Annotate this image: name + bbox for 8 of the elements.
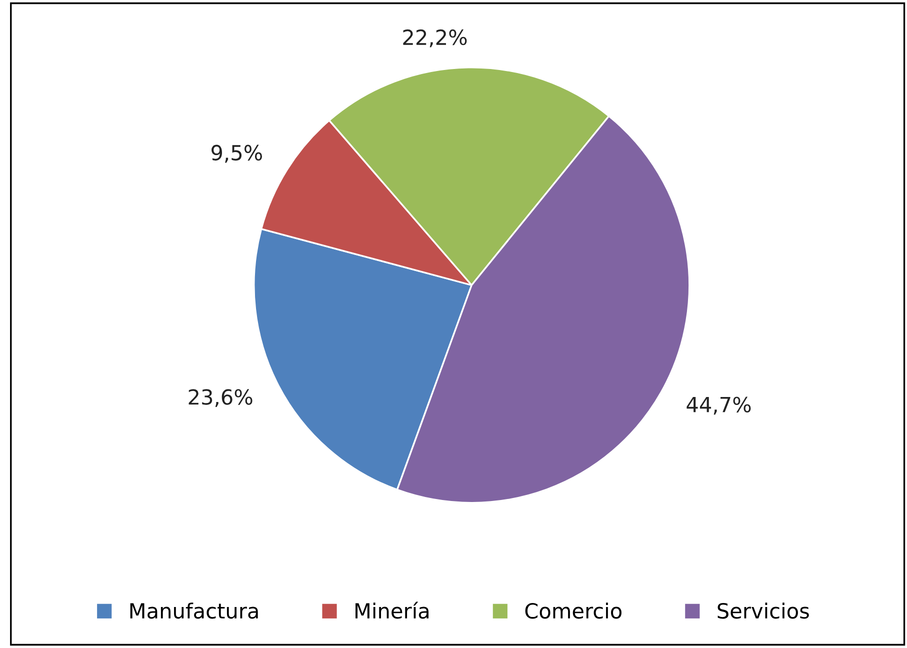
legend-label: Comercio <box>525 602 622 619</box>
legend-label: Manufactura <box>130 602 258 619</box>
legend-label: Minería <box>356 602 428 619</box>
data-label: 22,2% <box>403 29 467 48</box>
legend-label: Servicios <box>718 602 809 619</box>
data-label: 9,5% <box>212 144 262 163</box>
data-label: 23,6% <box>188 389 252 407</box>
data-label: 44,7% <box>686 396 751 415</box>
